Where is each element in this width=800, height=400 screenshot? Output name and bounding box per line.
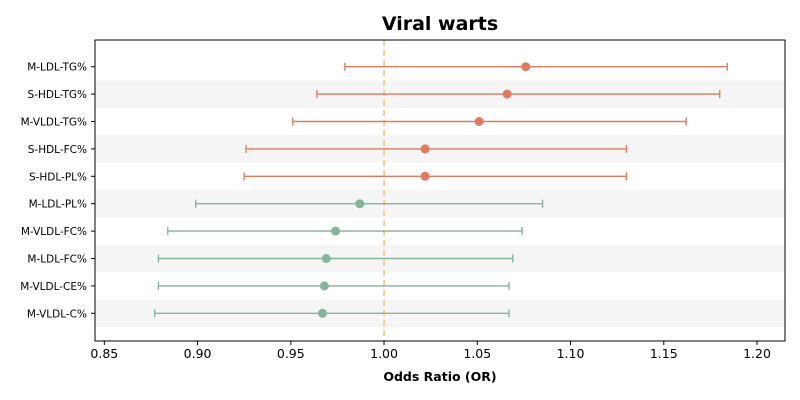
- or-point: [521, 62, 531, 72]
- or-point: [321, 254, 331, 263]
- or-point: [502, 89, 512, 99]
- x-tick-label: 1.00: [370, 346, 398, 361]
- or-point: [474, 117, 484, 126]
- y-tick-label: M-LDL-FC%: [27, 254, 87, 266]
- or-point: [319, 281, 329, 291]
- y-tick-label: M-LDL-PL%: [29, 199, 87, 211]
- or-point: [318, 308, 328, 318]
- chart-title: Viral warts: [382, 13, 498, 35]
- odds-ratio-points: [318, 62, 531, 318]
- or-point: [420, 144, 430, 154]
- confidence-intervals: [153, 62, 728, 318]
- x-axis-label: Odds Ratio (OR): [383, 369, 496, 384]
- plot-frame: [94, 39, 786, 342]
- y-tick-label: M-VLDL-TG%: [21, 117, 87, 129]
- y-tick-label: M-VLDL-C%: [27, 308, 87, 320]
- x-tick-label: 1.20: [743, 346, 771, 361]
- x-tick-label: 0.85: [90, 346, 118, 361]
- y-tick-label: M-VLDL-CE%: [20, 281, 87, 293]
- y-tick-label: M-LDL-TG%: [27, 62, 87, 74]
- x-axis: 0.85 0.90 0.95 1.00 1.05 1.10 1.15 1.20: [90, 341, 771, 361]
- x-tick-label: 0.90: [184, 346, 212, 361]
- y-tick-label: S-HDL-PL%: [29, 171, 87, 183]
- y-axis: M-LDL-TG% S-HDL-TG% M-VLDL-TG% S-HDL-FC% S-H…: [20, 62, 95, 320]
- or-point: [355, 199, 365, 209]
- x-tick-label: 1.10: [557, 346, 585, 361]
- x-tick-label: 1.05: [463, 346, 491, 361]
- or-point: [420, 171, 430, 181]
- or-point: [331, 226, 341, 236]
- y-tick-label: S-HDL-FC%: [28, 144, 87, 156]
- x-tick-label: 0.95: [277, 346, 305, 361]
- x-tick-label: 1.15: [650, 346, 678, 361]
- y-tick-label: M-VLDL-FC%: [21, 226, 87, 238]
- y-tick-label: S-HDL-TG%: [28, 89, 87, 101]
